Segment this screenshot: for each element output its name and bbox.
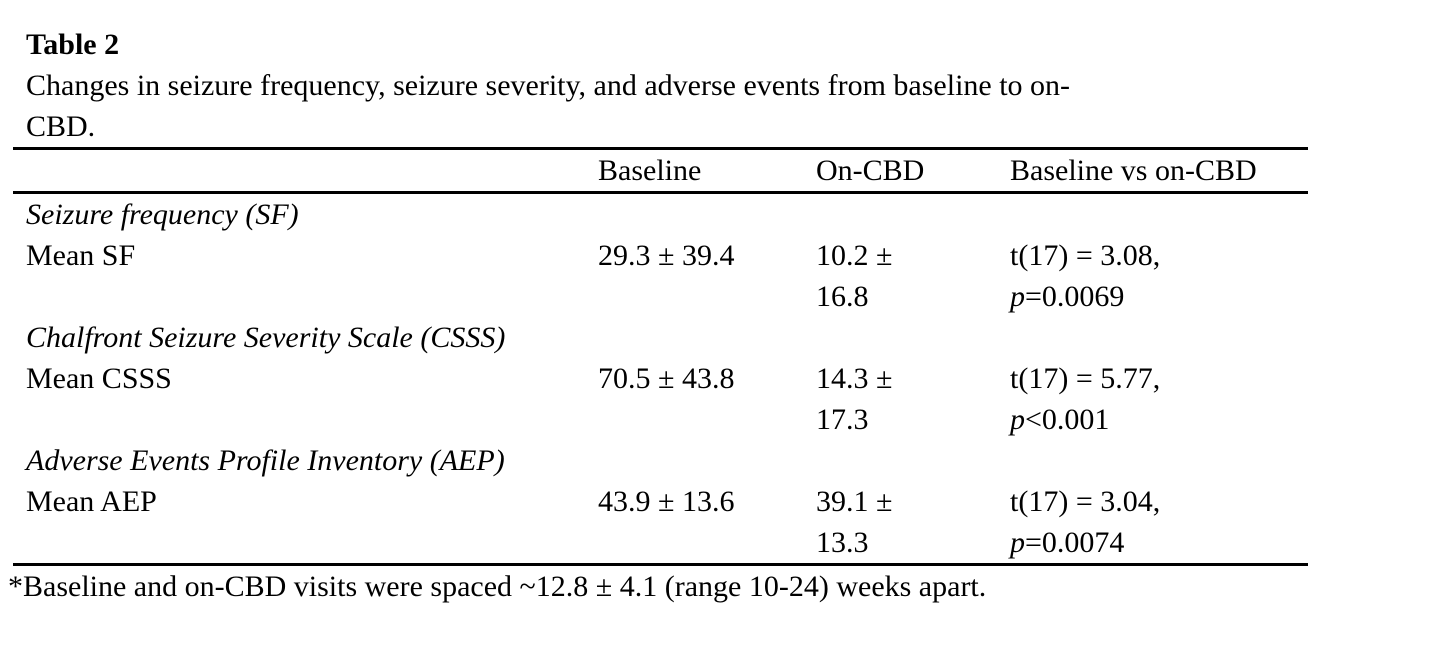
section-heading-row: Seizure frequency (SF) <box>13 193 1308 236</box>
p-symbol: p <box>1010 526 1025 559</box>
table-title: Table 2 <box>26 28 120 61</box>
p-value: =0.0074 <box>1025 526 1125 559</box>
p-symbol: p <box>1010 280 1025 313</box>
col-header-empty <box>13 149 585 193</box>
on-cbd-value: 39.1 ± 13.3 <box>803 481 997 565</box>
col-header-on-cbd: On-CBD <box>816 154 925 187</box>
stat-t-line: t(17) = 5.77, <box>1010 362 1161 395</box>
col-header-baseline: Baseline <box>598 154 702 187</box>
paper-page: Table 2 Changes in seizure frequency, se… <box>8 28 1434 603</box>
col-header-comparison: Baseline vs on-CBD <box>1010 154 1257 187</box>
table-footnote: *Baseline and on-CBD visits were spaced … <box>8 570 987 603</box>
table-caption: Changes in seizure frequency, seizure se… <box>26 65 1434 147</box>
on-cbd-value-text: 14.3 ± 17.3 <box>816 362 893 436</box>
baseline-value: 43.9 ± 13.6 <box>598 485 735 518</box>
section-heading-row: Adverse Events Profile Inventory (AEP) <box>13 440 1308 481</box>
section-heading-aep: Adverse Events Profile Inventory (AEP) <box>26 444 505 477</box>
row-label: Mean CSSS <box>26 362 172 395</box>
row-label: Mean AEP <box>26 485 157 518</box>
table-row: Mean CSSS 70.5 ± 43.8 14.3 ± 17.3 t(17) … <box>13 358 1308 440</box>
on-cbd-value-text: 39.1 ± 13.3 <box>816 485 893 559</box>
p-value: <0.001 <box>1025 403 1110 436</box>
stat-t-line: t(17) = 3.08, <box>1010 239 1161 272</box>
stat-value: t(17) = 3.08, p=0.0069 <box>997 235 1308 317</box>
table-row: Mean SF 29.3 ± 39.4 10.2 ± 16.8 t(17) = … <box>13 235 1308 317</box>
stat-t-line: t(17) = 3.04, <box>1010 485 1161 518</box>
stat-p-line: p<0.001 <box>1010 399 1308 440</box>
section-heading-sf: Seizure frequency (SF) <box>26 198 299 231</box>
caption-line-1: Changes in seizure frequency, seizure se… <box>26 69 1071 102</box>
row-label: Mean SF <box>26 239 136 272</box>
header-row: Baseline On-CBD Baseline vs on-CBD <box>13 149 1308 193</box>
stat-value: t(17) = 3.04, p=0.0074 <box>997 481 1308 565</box>
results-table: Baseline On-CBD Baseline vs on-CBD Seizu… <box>13 147 1308 566</box>
baseline-value: 29.3 ± 39.4 <box>598 239 735 272</box>
on-cbd-value: 14.3 ± 17.3 <box>803 358 997 440</box>
p-symbol: p <box>1010 403 1025 436</box>
baseline-value: 70.5 ± 43.8 <box>598 362 735 395</box>
section-heading-row: Chalfront Seizure Severity Scale (CSSS) <box>13 317 1308 358</box>
section-heading-csss: Chalfront Seizure Severity Scale (CSSS) <box>26 321 506 354</box>
stat-p-line: p=0.0069 <box>1010 276 1308 317</box>
p-value: =0.0069 <box>1025 280 1125 313</box>
stat-value: t(17) = 5.77, p<0.001 <box>997 358 1308 440</box>
table-row: Mean AEP 43.9 ± 13.6 39.1 ± 13.3 t(17) =… <box>13 481 1308 565</box>
on-cbd-value-text: 10.2 ± 16.8 <box>816 239 893 313</box>
caption-line-2: CBD. <box>26 110 96 143</box>
stat-p-line: p=0.0074 <box>1010 522 1308 563</box>
on-cbd-value: 10.2 ± 16.8 <box>803 235 997 317</box>
